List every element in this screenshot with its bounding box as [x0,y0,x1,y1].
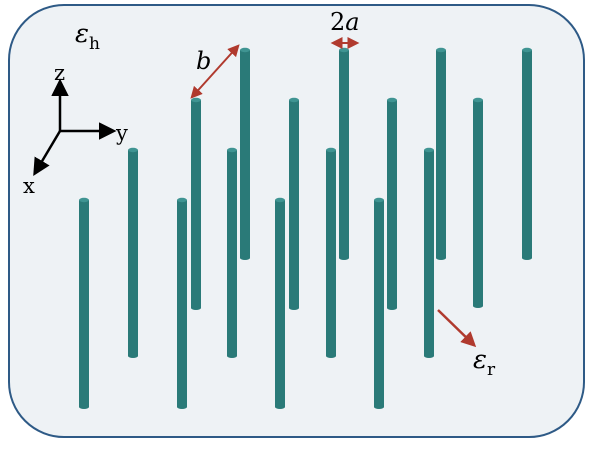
spacing-arrow [190,44,240,99]
rod-bottom [191,306,201,310]
rod-cap [374,197,384,203]
coordinate-axes: z y x [23,61,128,198]
host-permittivity-label: εh [75,19,100,54]
rod [275,197,285,409]
rod-body [424,150,434,356]
rod-bottom [128,354,138,358]
rod-cap [326,147,336,153]
rod-cap [289,97,299,103]
rod-cap [191,97,201,103]
rod-cap [473,97,483,103]
rod-body [79,200,89,407]
rod-cap [177,197,187,203]
rod-bottom [177,405,187,409]
rod-body [436,50,446,258]
x-axis-label: x [23,174,35,198]
rod [387,97,397,310]
rod-body [339,50,349,258]
rod-array [79,47,532,409]
rod-bottom [436,256,446,260]
rod-cap [128,147,138,153]
rod [339,47,349,260]
x-axis [33,130,62,177]
rod-cap [240,47,250,53]
rod [374,197,384,409]
rod-body [289,100,299,308]
rod [436,47,446,260]
rod-body [177,200,187,407]
rod-cap [436,47,446,53]
rod-body [240,50,250,258]
rod [473,97,483,308]
rod-bottom [339,256,349,260]
rod-cap [424,147,434,153]
rod-bottom [326,354,336,358]
rod-body [191,100,201,308]
rod [289,97,299,310]
rod-body [522,50,532,258]
rod-body [374,200,384,407]
rod-body [473,100,483,306]
spacing-label: b [196,47,211,75]
rod-body [275,200,285,407]
rod-body [326,150,336,356]
rod-bottom [227,354,237,358]
rod-cap [387,97,397,103]
rod-bottom [289,306,299,310]
rod-bottom [424,354,434,358]
rod [227,147,237,358]
rod-body [128,150,138,356]
rod-bottom [275,405,285,409]
rod [79,197,89,409]
rod-bottom [387,306,397,310]
y-axis-label: y [115,121,128,145]
rod [522,47,532,260]
z-axis-label: z [54,61,65,85]
rod-bottom [79,405,89,409]
rod-cap [275,197,285,203]
diameter-label: 2a [330,8,360,36]
rod-cap [339,47,349,53]
rod-permittivity-label: εr [473,345,496,380]
rod [191,97,201,310]
rod [424,147,434,358]
rod-bottom [240,256,250,260]
rod-bottom [522,256,532,260]
rod-bottom [473,304,483,308]
rod-permittivity-arrow [437,309,477,348]
rod [177,197,187,409]
rod-body [227,150,237,356]
rod-cap [79,197,89,203]
rod [326,147,336,358]
rod [240,47,250,260]
rod-body [387,100,397,308]
rod-bottom [374,405,384,409]
rod [128,147,138,358]
rod-cap [522,47,532,53]
rod-cap [227,147,237,153]
